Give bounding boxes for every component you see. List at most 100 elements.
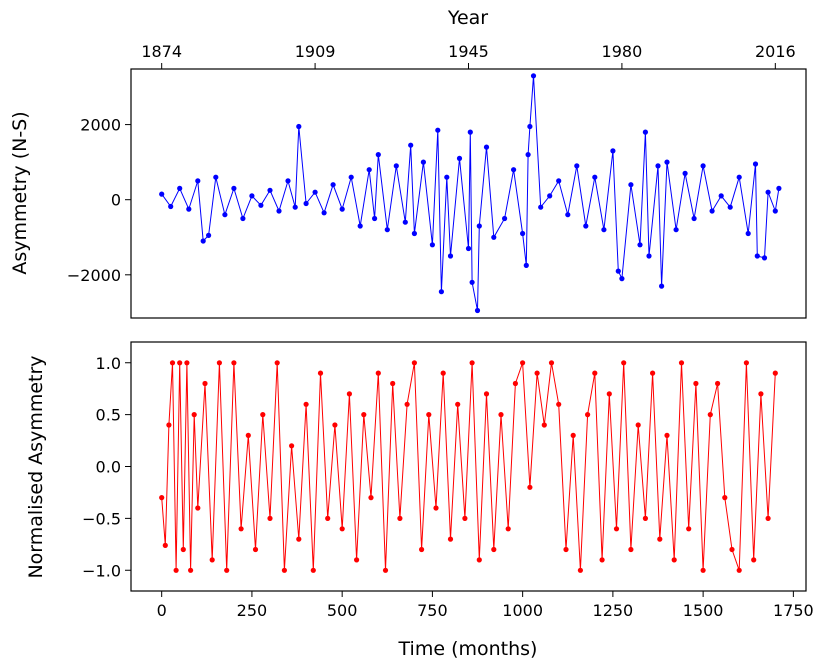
normalised-asymmetry-point xyxy=(245,432,251,438)
asymmetry-point xyxy=(502,215,508,222)
asymmetry-point xyxy=(610,148,616,154)
normalised-asymmetry-point xyxy=(317,370,324,376)
bottom-y-axis: −1.0 −0.5 0.0 0.5 1.0 xyxy=(82,354,131,580)
normalised-asymmetry-point xyxy=(440,370,446,376)
normalised-asymmetry-point xyxy=(202,380,208,387)
asymmetry-point xyxy=(467,129,473,135)
asymmetry-series xyxy=(159,73,782,314)
asymmetry-point xyxy=(752,161,759,167)
year-tick-label: 1945 xyxy=(448,42,489,61)
asymmetry-point xyxy=(718,193,724,199)
time-tick-label: 750 xyxy=(417,601,448,620)
asymmetry-point xyxy=(429,242,435,248)
asymmetry-point xyxy=(159,191,165,197)
asymmetry-point xyxy=(213,174,219,180)
normalised-asymmetry-point xyxy=(455,401,461,407)
normalised-asymmetry-point xyxy=(707,412,713,418)
asymmetry-point xyxy=(303,200,309,207)
asymmetry-point xyxy=(372,215,378,222)
normalised-asymmetry-point xyxy=(592,370,598,376)
asymmetry-point xyxy=(231,185,237,191)
normalised-asymmetry-point xyxy=(339,526,345,532)
normalised-asymmetry-point xyxy=(166,422,172,428)
normalised-asymmetry-point xyxy=(700,567,706,573)
normalised-asymmetry-point xyxy=(433,505,439,511)
asymmetry-point xyxy=(321,210,327,216)
asymmetry-point xyxy=(619,276,625,282)
asymmetry-point xyxy=(565,212,571,218)
asymmetry-point xyxy=(655,163,661,169)
normalised-asymmetry-point xyxy=(642,515,649,522)
normalised-asymmetry-point xyxy=(686,526,692,532)
normalised-asymmetry-point xyxy=(548,360,555,366)
asymmetry-point xyxy=(583,223,589,229)
normalised-asymmetry-point xyxy=(191,412,197,418)
bottom-y-tick-label: 0.0 xyxy=(96,458,121,477)
asymmetry-point xyxy=(736,174,742,180)
normalised-asymmetry-point xyxy=(303,401,309,407)
asymmetry-point xyxy=(292,204,298,210)
asymmetry-point xyxy=(754,253,760,259)
asymmetry-point xyxy=(435,127,441,133)
bottom-y-tick-label: −0.5 xyxy=(82,509,121,528)
normalised-asymmetry-point xyxy=(231,360,237,366)
normalised-asymmetry-point xyxy=(570,432,576,438)
asymmetry-point xyxy=(420,159,426,165)
time-tick-label: 1750 xyxy=(773,601,814,620)
normalised-asymmetry-point xyxy=(621,360,627,366)
top-y-tick-label: 0 xyxy=(111,191,121,210)
normalised-asymmetry-point xyxy=(332,422,338,428)
normalised-asymmetry-point xyxy=(404,401,410,407)
normalised-asymmetry-point xyxy=(260,412,266,418)
time-tick-label: 500 xyxy=(327,601,358,620)
normalised-asymmetry-point xyxy=(447,536,454,542)
asymmetry-point xyxy=(556,178,562,184)
normalised-asymmetry-point xyxy=(650,370,656,376)
normalised-asymmetry-point xyxy=(238,526,244,532)
asymmetry-point xyxy=(312,189,318,195)
normalised-asymmetry-point xyxy=(159,495,165,501)
time-tick-label: 1500 xyxy=(683,601,724,620)
normalised-asymmetry-point xyxy=(534,370,540,376)
normalised-asymmetry-point xyxy=(715,380,721,387)
asymmetry-point xyxy=(168,203,174,210)
normalised-asymmetry-point xyxy=(585,412,591,418)
asymmetry-point xyxy=(357,223,363,229)
time-axis: 0 250 500 750 1000 1250 1500 1750 xyxy=(157,591,814,620)
normalised-asymmetry-point xyxy=(671,557,677,563)
asymmetry-point xyxy=(474,307,481,314)
asymmetry-point xyxy=(483,144,490,150)
asymmetry-point xyxy=(646,253,652,259)
asymmetry-point xyxy=(510,167,517,173)
normalised-asymmetry-point xyxy=(729,546,735,553)
normalised-asymmetry-point xyxy=(483,391,490,397)
normalised-asymmetry-series xyxy=(159,360,778,573)
normalised-asymmetry-point xyxy=(541,422,547,428)
top-panel: −2000 0 2000 1874 1909 1945 1980 2016 Year Asy… xyxy=(9,7,807,319)
bottom-panel-frame xyxy=(130,341,807,592)
asymmetry-point xyxy=(525,152,531,158)
time-tick-label: 250 xyxy=(237,601,268,620)
asymmetry-point xyxy=(765,189,771,195)
asymmetry-point xyxy=(700,163,706,169)
asymmetry-point xyxy=(527,123,533,130)
asymmetry-point xyxy=(547,193,553,199)
asymmetry-point xyxy=(384,227,390,233)
normalised-asymmetry-point xyxy=(512,380,519,387)
asymmetry-point xyxy=(276,208,282,214)
year-tick-label: 1874 xyxy=(141,42,182,61)
normalised-asymmetry-point xyxy=(169,360,176,366)
normalised-asymmetry-point xyxy=(758,391,764,397)
normalised-asymmetry-point xyxy=(426,412,432,418)
asymmetry-point xyxy=(200,238,206,244)
normalised-asymmetry-point xyxy=(498,412,504,418)
asymmetry-point xyxy=(296,123,302,130)
asymmetry-point xyxy=(530,73,537,79)
asymmetry-point xyxy=(601,227,607,233)
asymmetry-point xyxy=(465,245,472,252)
asymmetry-point xyxy=(664,159,670,165)
normalised-asymmetry-point xyxy=(289,443,295,449)
asymmetry-point xyxy=(348,174,354,180)
asymmetry-point xyxy=(339,206,345,212)
asymmetry-point xyxy=(523,262,529,268)
